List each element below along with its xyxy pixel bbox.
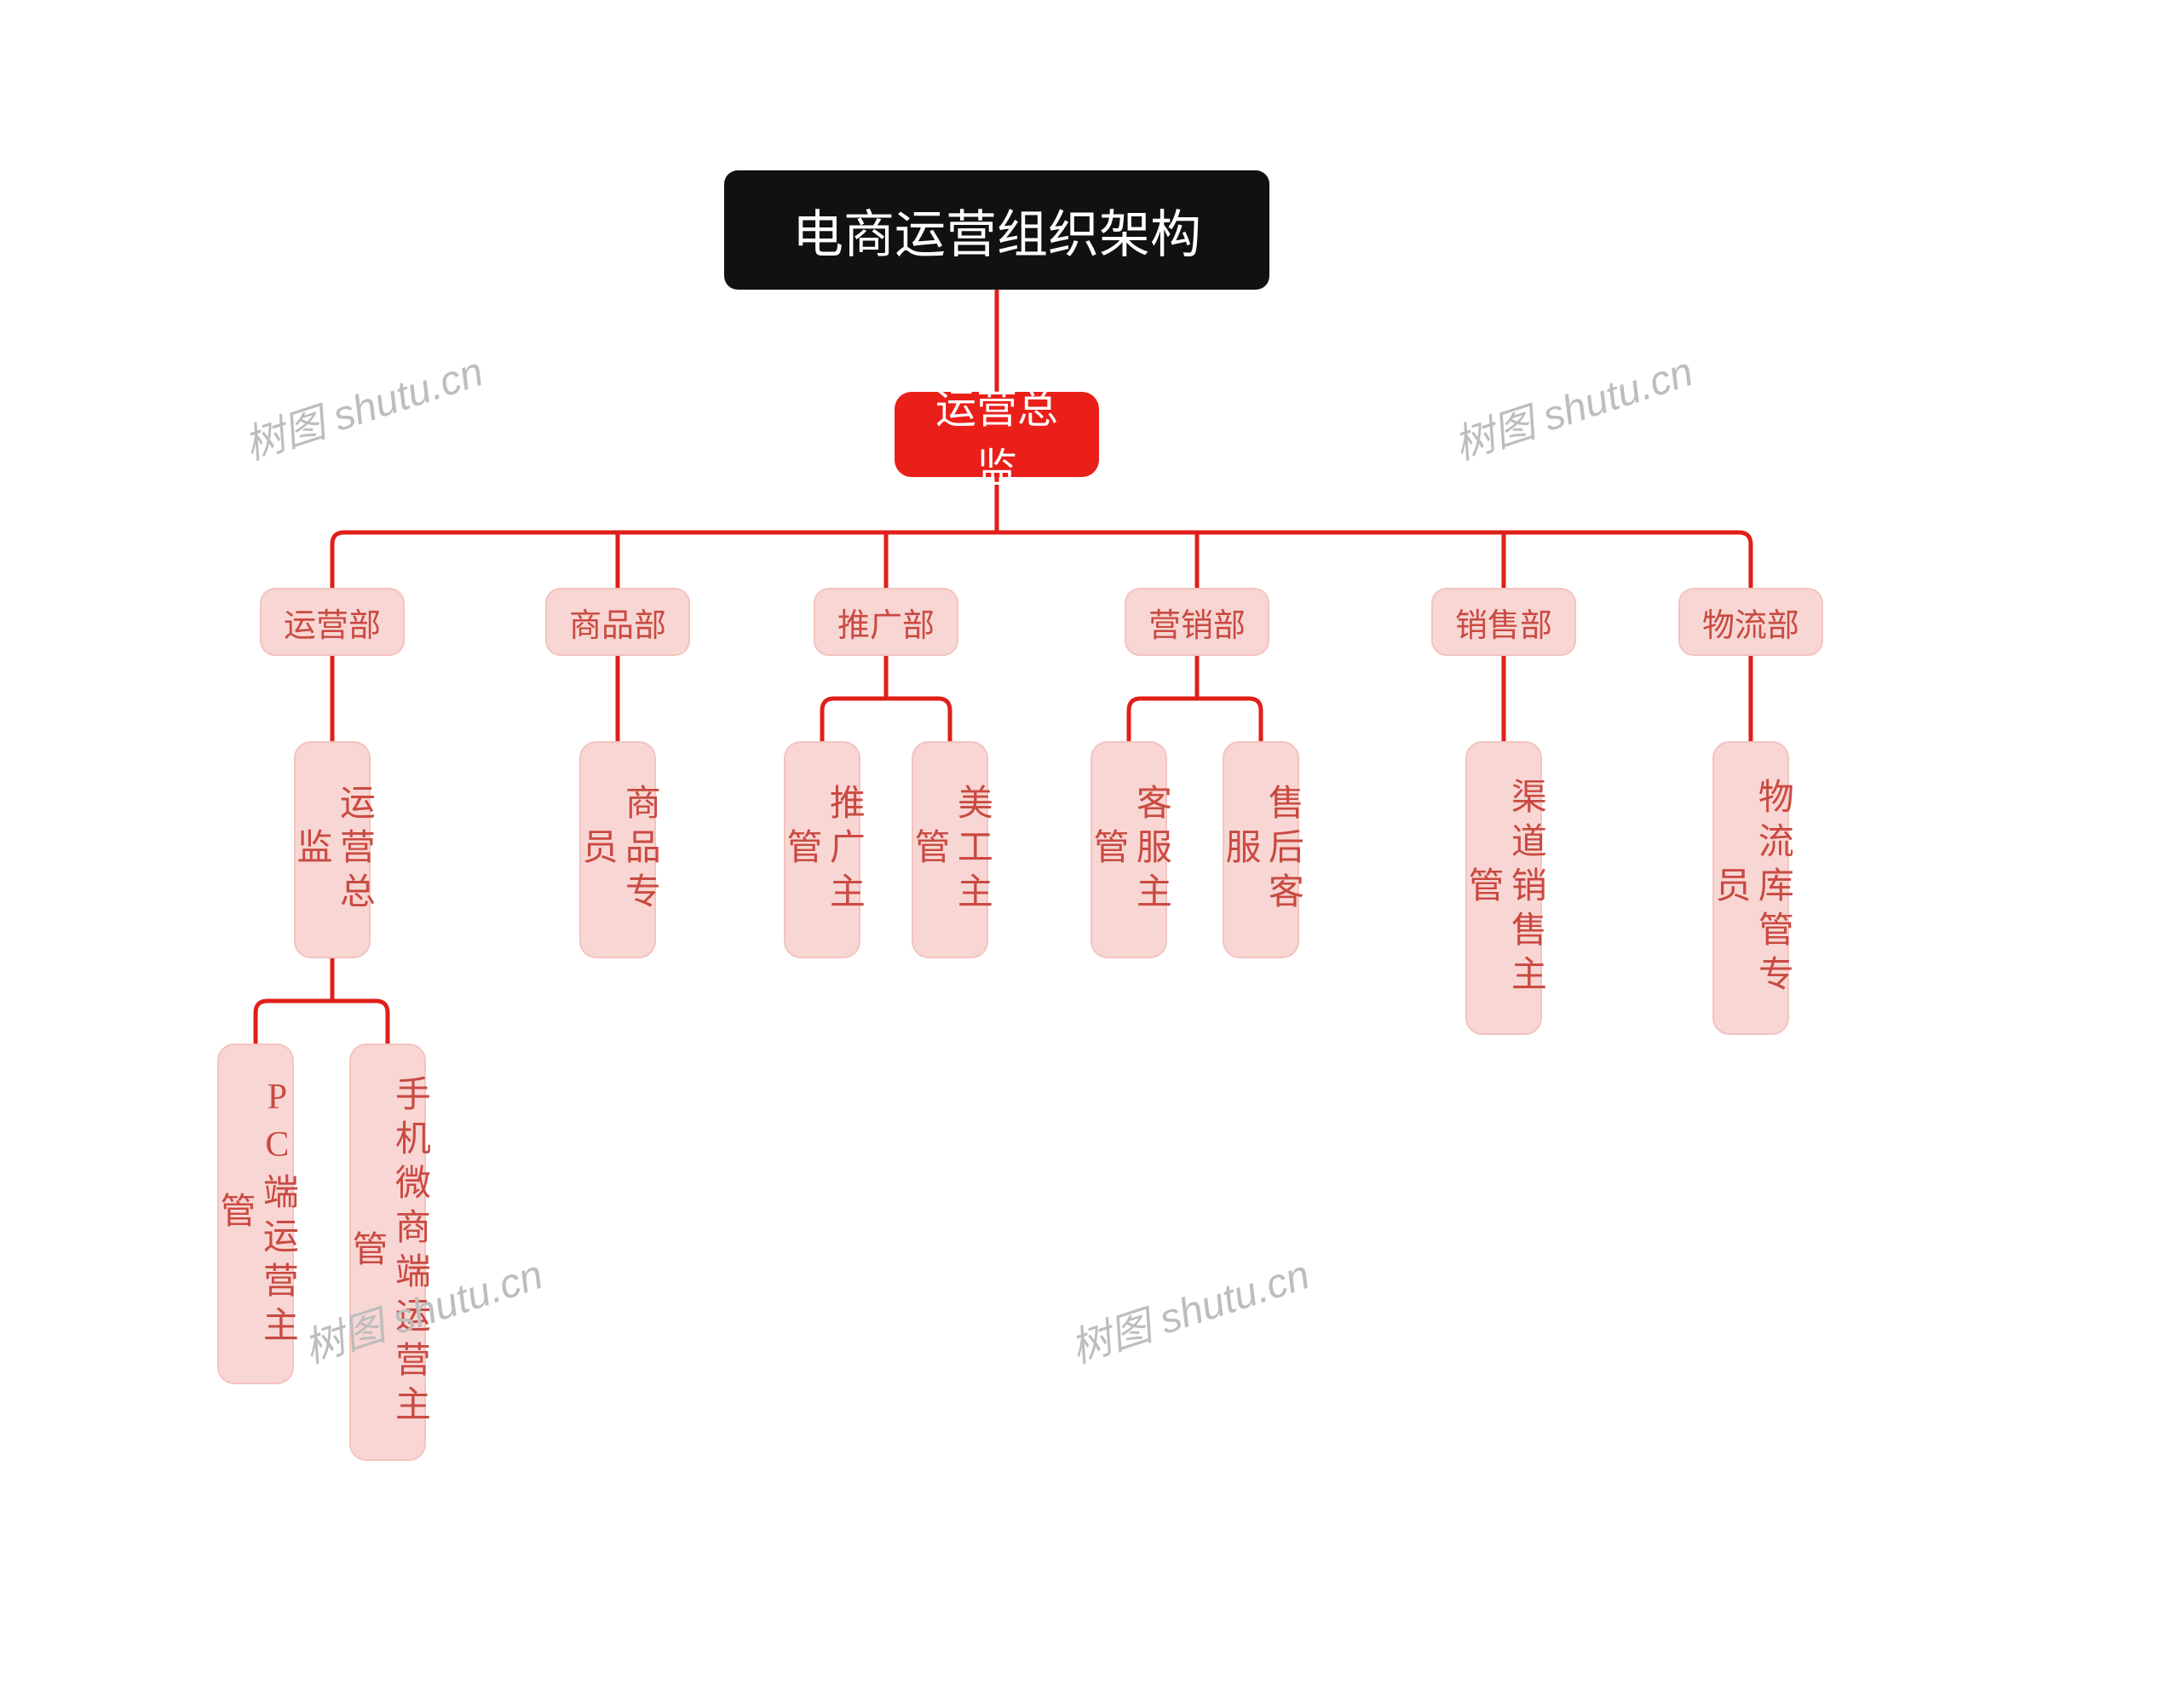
dept-product: 商品部 <box>545 588 690 656</box>
leaf-promo-3: 美工主管 <box>912 741 988 958</box>
director-label: 运营总监 <box>927 375 1067 494</box>
dept-ops: 运营部 <box>260 588 405 656</box>
subleaf-0-label: PC端运营主管 <box>213 1069 299 1359</box>
leaf-promo-2: 推广主管 <box>784 741 860 958</box>
leaf-marketing-4: 客服主管 <box>1090 741 1167 958</box>
director-node: 运营总监 <box>895 392 1099 477</box>
leaf-ops-0-label: 运营总监 <box>290 767 376 933</box>
dept-logistics: 物流部 <box>1678 588 1823 656</box>
dept-sales-label: 销售部 <box>1455 599 1552 646</box>
subleaf-1: 手机微商端运营主管 <box>349 1044 426 1461</box>
subleaf-0: PC端运营主管 <box>217 1044 294 1384</box>
dept-ops-label: 运营部 <box>284 599 381 646</box>
dept-product-label: 商品部 <box>569 599 666 646</box>
leaf-logistics-7: 物流库管专员 <box>1712 741 1789 1035</box>
dept-promo-label: 推广部 <box>837 599 935 646</box>
leaf-promo-3-label: 美工主管 <box>907 767 993 933</box>
dept-logistics-label: 物流部 <box>1702 599 1799 646</box>
root-node: 电商运营组织架构 <box>724 170 1269 290</box>
leaf-product-1: 商品专员 <box>579 741 656 958</box>
leaf-logistics-7-label: 物流库管专员 <box>1708 767 1794 1009</box>
leaf-product-1-label: 商品专员 <box>575 767 661 933</box>
dept-sales: 销售部 <box>1431 588 1576 656</box>
leaf-marketing-5: 售后客服 <box>1223 741 1299 958</box>
leaf-marketing-4-label: 客服主管 <box>1086 767 1172 933</box>
root-label: 电商运营组织架构 <box>792 193 1201 267</box>
dept-marketing: 营销部 <box>1125 588 1269 656</box>
dept-promo: 推广部 <box>814 588 958 656</box>
dept-marketing-label: 营销部 <box>1148 599 1246 646</box>
subleaf-1-label: 手机微商端运营主管 <box>345 1069 431 1435</box>
leaf-ops-0: 运营总监 <box>294 741 371 958</box>
org-chart-canvas: { "type": "org-chart-tree", "background_… <box>0 0 2181 1708</box>
leaf-marketing-5-label: 售后客服 <box>1218 767 1304 933</box>
leaf-promo-2-label: 推广主管 <box>780 767 866 933</box>
leaf-sales-6-label: 渠道销售主管 <box>1461 767 1547 1009</box>
leaf-sales-6: 渠道销售主管 <box>1465 741 1542 1035</box>
